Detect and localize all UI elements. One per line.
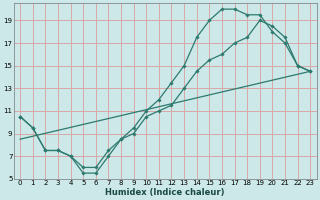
X-axis label: Humidex (Indice chaleur): Humidex (Indice chaleur) bbox=[106, 188, 225, 197]
